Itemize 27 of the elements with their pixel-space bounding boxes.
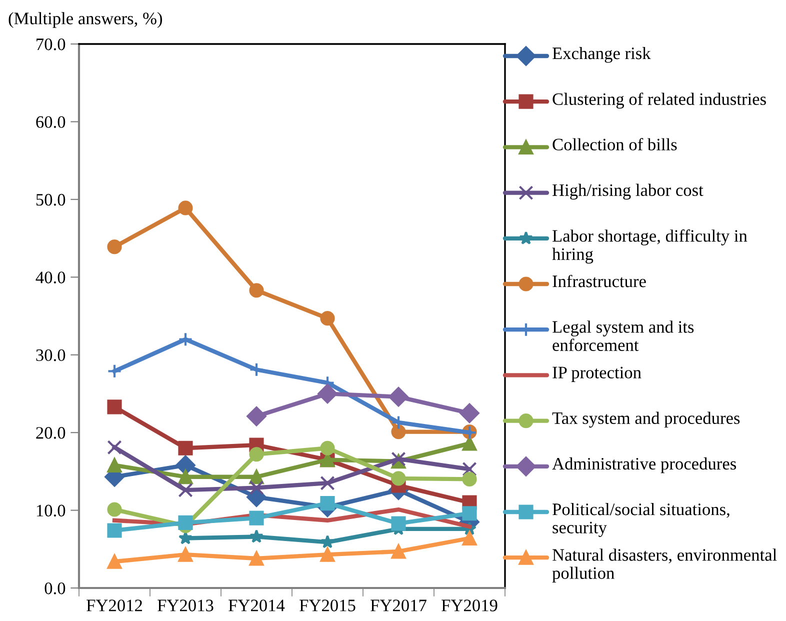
legend-label: Natural disasters, environmental pollution	[552, 548, 777, 582]
x-tick-label: FY2013	[158, 600, 214, 612]
x-tick-label: FY2019	[442, 600, 498, 612]
legend-label: Political/social situations, security	[552, 503, 730, 537]
legend-label: Infrastructure	[552, 274, 646, 288]
y-tick-label: 10.0	[36, 504, 66, 517]
legend-label: Tax system and procedures	[552, 412, 740, 428]
legend-label: Labor shortage, difficulty in hiring	[552, 229, 748, 264]
y-tick-label: 0.0	[44, 582, 66, 594]
x-tick-label: FY2015	[300, 600, 356, 612]
y-axis-title: (Multiple answers, %)	[8, 12, 162, 28]
legend-label: Legal system and its enforcement	[552, 320, 694, 352]
y-tick-label: 60.0	[36, 116, 66, 128]
x-tick-label: FY2017	[370, 600, 426, 612]
legend-label: Exchange risk	[552, 47, 651, 63]
x-tick-label: FY2014	[228, 600, 285, 612]
legend-label: Administrative procedures	[552, 457, 736, 474]
y-tick-label: 50.0	[36, 194, 66, 206]
y-tick-label: 40.0	[36, 272, 66, 284]
legend-label: Clustering of related industries	[552, 92, 766, 109]
y-tick-label: 70.0	[36, 38, 66, 50]
y-tick-label: 20.0	[36, 427, 66, 439]
legend-label: Collection of bills	[552, 138, 677, 150]
legend-label: IP protection	[552, 366, 642, 382]
x-tick-label: FY2012	[86, 600, 142, 612]
y-tick-label: 30.0	[36, 349, 66, 362]
legend-label: High/rising labor cost	[552, 184, 704, 200]
